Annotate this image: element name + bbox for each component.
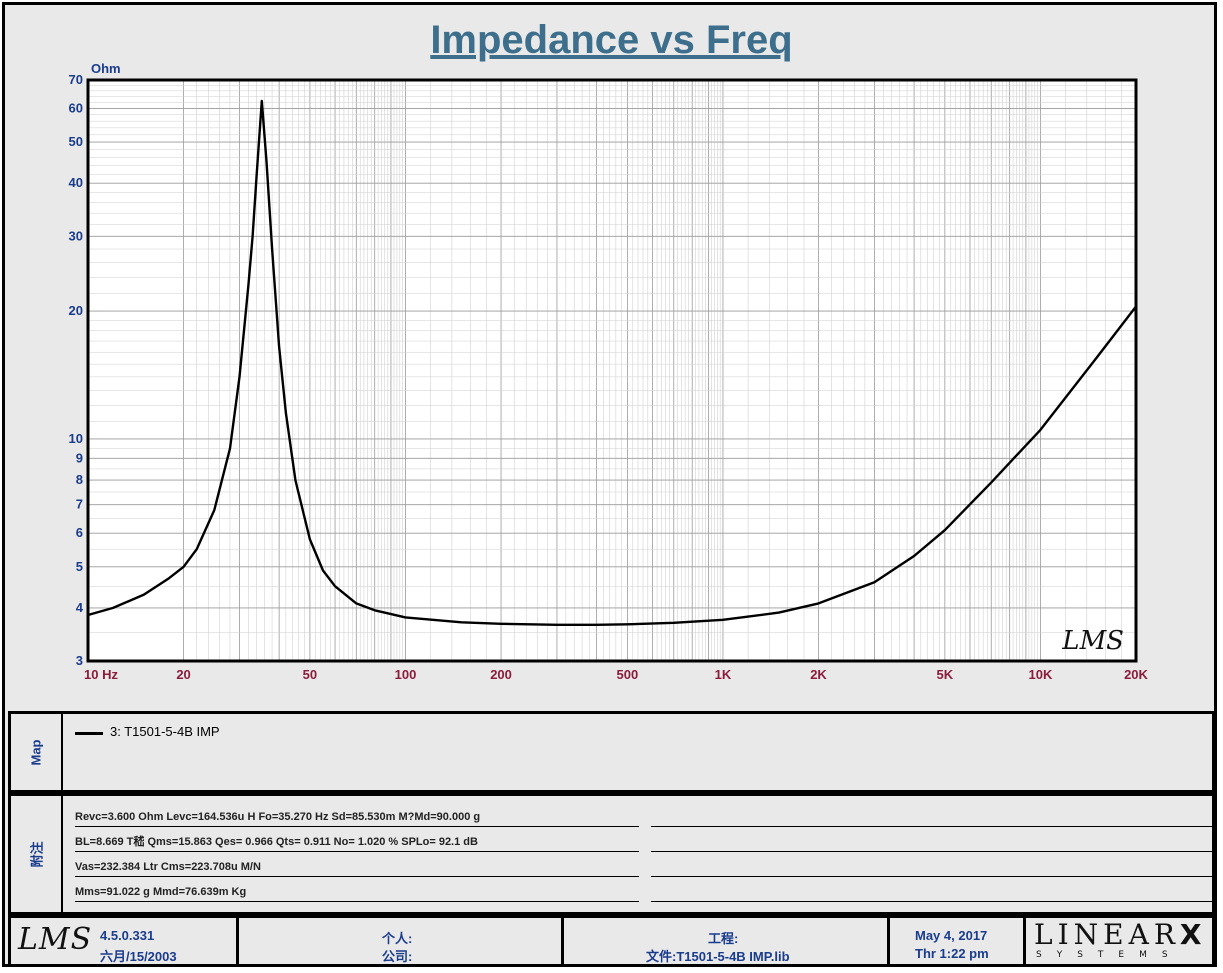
y-tick-label: 9 bbox=[76, 450, 83, 465]
footer-time: Thr 1:22 pm bbox=[915, 946, 989, 961]
note-blank-line-1 bbox=[651, 808, 1215, 827]
note-blank-line-4 bbox=[651, 883, 1215, 902]
y-tick-label: 5 bbox=[76, 559, 83, 574]
footer-person-cell bbox=[239, 918, 564, 964]
note-line-3: Vas=232.384 Ltr Cms=223.708u M/N bbox=[75, 858, 639, 877]
x-tick-label: 20 bbox=[176, 667, 190, 682]
y-tick-label: 30 bbox=[69, 228, 83, 243]
x-tick-label: 10 Hz bbox=[84, 667, 118, 682]
plot-area bbox=[88, 80, 1136, 661]
note-blank-line-3 bbox=[651, 858, 1215, 877]
linearx-brand-subtitle: SYSTEMS bbox=[1036, 950, 1183, 960]
footer-person-label: 个人: bbox=[382, 931, 413, 946]
linearx-brand-logo: LINEARX bbox=[1034, 918, 1202, 951]
note-line-4: Mms=91.022 g Mmd=76.639m Kg bbox=[75, 883, 639, 902]
note-blank-line-2 bbox=[651, 833, 1215, 852]
note-line-1: Revc=3.600 Ohm Levc=164.536u H Fo=35.270… bbox=[75, 808, 639, 827]
x-tick-label: 500 bbox=[617, 667, 639, 682]
y-tick-label: 60 bbox=[69, 100, 83, 115]
y-tick-label: 4 bbox=[76, 600, 84, 615]
y-tick-label: 10 bbox=[69, 431, 83, 446]
x-tick-label: 1K bbox=[715, 667, 732, 682]
notes-panel-label: 附注 bbox=[11, 796, 63, 912]
footer-file-label: 文件:T1501-5-4B IMP.lib bbox=[646, 949, 790, 964]
y-tick-label: 8 bbox=[76, 472, 83, 487]
footer-project-label: 工程: bbox=[708, 931, 739, 946]
linearx-brand-word: LINEAR bbox=[1034, 918, 1180, 951]
map-panel-label: Map bbox=[11, 714, 63, 790]
footer-date-cell bbox=[890, 918, 1026, 964]
plot-border bbox=[86, 78, 1138, 663]
x-tick-label: 20K bbox=[1124, 667, 1148, 682]
footer-version: 4.5.0.331 bbox=[100, 928, 155, 943]
y-tick-label: 50 bbox=[69, 134, 83, 149]
footer-version-cell bbox=[11, 918, 239, 964]
y-tick-label: 70 bbox=[69, 72, 83, 87]
y-tick-label: 6 bbox=[76, 525, 83, 540]
footer-company-label: 公司: bbox=[382, 949, 413, 964]
x-tick-label: 5K bbox=[937, 667, 954, 682]
linearx-brand-x: X bbox=[1179, 918, 1202, 951]
footer-project-cell bbox=[564, 918, 890, 964]
map-panel: Map 3: T1501-5-4B IMP bbox=[8, 711, 1215, 793]
footer-version-date: 六月/15/2003 bbox=[100, 949, 177, 964]
notes-label-text: 附注 bbox=[29, 840, 45, 868]
y-tick-label: 3 bbox=[76, 653, 83, 668]
y-tick-label: 7 bbox=[76, 497, 83, 512]
impedance-chart: 3 4 5 6 7 8 9 10 20 30 40 50 60 70 Ohm 10 Hz 20 50 100 200 5… bbox=[69, 61, 1149, 682]
footer-date: May 4, 2017 bbox=[915, 928, 988, 943]
legend-entry: 3: T1501-5-4B IMP bbox=[110, 724, 220, 739]
legend-swatch bbox=[75, 732, 103, 735]
chart-title: Impedance vs Freq bbox=[430, 18, 793, 62]
footer-panel bbox=[8, 915, 1215, 967]
x-tick-label: 2K bbox=[810, 667, 827, 682]
lms-watermark: LMS bbox=[1061, 626, 1124, 656]
y-axis-label: Ohm bbox=[91, 61, 121, 76]
impedance-curve bbox=[87, 99, 1137, 626]
y-tick-label: 20 bbox=[69, 303, 83, 318]
map-label-text: Map bbox=[28, 739, 44, 765]
x-tick-label: 10K bbox=[1029, 667, 1053, 682]
x-tick-label: 200 bbox=[490, 667, 512, 682]
notes-panel: 附注 Revc=3.600 Ohm Levc=164.536u H Fo=35.… bbox=[8, 793, 1215, 915]
x-tick-label: 100 bbox=[395, 667, 417, 682]
y-tick-label: 40 bbox=[69, 175, 83, 190]
note-line-2: BL=8.669 T嵇 Qms=15.863 Qes= 0.966 Qts= 0… bbox=[75, 833, 639, 852]
x-tick-label: 50 bbox=[303, 667, 317, 682]
footer-lms-logo: LMS bbox=[18, 922, 93, 957]
